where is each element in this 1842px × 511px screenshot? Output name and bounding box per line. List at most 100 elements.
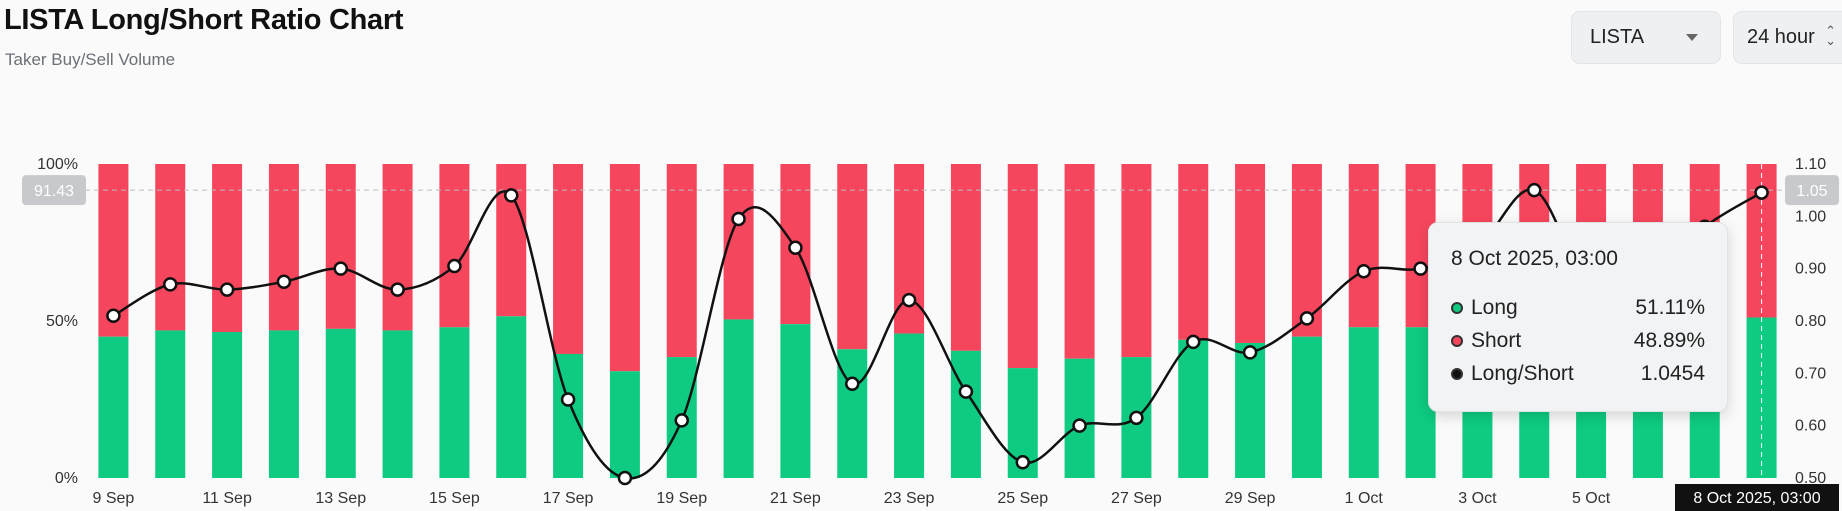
short-bar [325, 164, 356, 329]
long-bar [780, 324, 811, 478]
ratio-point [731, 211, 746, 227]
ratio-point [1413, 261, 1428, 276]
ratio-dot-icon [1451, 367, 1463, 380]
tooltip-row-ratio: Long/Short 1.0454 [1451, 357, 1705, 390]
tooltip-value: 51.11% [1635, 295, 1705, 319]
page-subtitle: Taker Buy/Sell Volume [5, 50, 176, 69]
period-select-value: 24 hour [1747, 26, 1815, 48]
tooltip-label: Short [1471, 328, 1522, 352]
crosshair-layer [85, 164, 1790, 478]
long-bar [950, 350, 981, 478]
short-bar [1007, 164, 1038, 369]
short-dot-icon [1451, 334, 1463, 347]
long-bar [1291, 336, 1322, 478]
long-bar [894, 333, 925, 478]
ratio-point [674, 413, 689, 428]
ratio-point [1527, 182, 1542, 198]
tooltip-value: 48.89% [1633, 328, 1705, 352]
axes-layer: 0% 50% 100% 0.50 0.60 0.70 0.80 0.90 1.00 1.10 9 S… [22, 156, 1839, 511]
x-tick-label: 5 Oct [1572, 490, 1611, 507]
chevron-down-icon [1686, 34, 1698, 41]
short-bar [1178, 164, 1209, 340]
tooltip-row-short: Short 48.89% [1451, 324, 1705, 357]
x-tick-label: 17 Sep [543, 490, 594, 507]
ratio-point [447, 258, 462, 274]
short-bar [496, 164, 527, 317]
tooltip-label: Long [1471, 295, 1518, 319]
short-bar [1235, 164, 1266, 343]
ratio-point [1072, 418, 1087, 433]
long-bar [325, 328, 356, 478]
data-tooltip: 8 Oct 2025, 03:00 Long 51.11% Short 48.8… [1428, 222, 1728, 412]
ratio-point [1186, 334, 1201, 350]
ratio-point [1129, 410, 1144, 426]
ratio-point [276, 274, 292, 289]
x-tick-label: 21 Sep [770, 490, 821, 507]
long-bar [553, 353, 584, 478]
ratio-point [560, 392, 576, 407]
short-bar [1064, 164, 1095, 359]
long-bar [439, 327, 470, 478]
ratio-point [1754, 185, 1769, 200]
ratio-point [504, 188, 519, 203]
long-bar [723, 319, 754, 478]
period-select[interactable]: 24 hour ⌃ ⌄ [1733, 11, 1842, 64]
short-bar [837, 164, 868, 350]
ratio-point [1356, 264, 1371, 279]
ratio-point [163, 277, 178, 292]
y-right-tick-label: 1.00 [1795, 208, 1826, 225]
x-tick-label: 29 Sep [1225, 490, 1276, 507]
short-bar [212, 164, 243, 332]
crosshair-x-value: 8 Oct 2025, 03:00 [1693, 490, 1820, 507]
symbol-select[interactable]: LISTA [1571, 11, 1721, 64]
crosshair-x-badge [1675, 484, 1839, 511]
short-bar [382, 164, 413, 331]
tooltip-label: Long/Short [1471, 361, 1574, 385]
long-bar [212, 331, 243, 478]
y-right-tick-label: 0.80 [1795, 313, 1826, 330]
ratio-point [219, 282, 235, 297]
short-bar [1121, 164, 1152, 358]
y-left-tick-label: 0% [55, 470, 78, 487]
ratio-point [106, 308, 121, 324]
short-bar [1291, 164, 1322, 337]
short-bar [666, 164, 697, 358]
ratio-point [333, 261, 348, 276]
crosshair-left-value: 91.43 [34, 183, 74, 200]
long-bar [1178, 339, 1209, 478]
short-bar [439, 164, 470, 328]
x-tick-label: 11 Sep [202, 490, 252, 507]
crosshair-right-value: 1.05 [1796, 183, 1827, 200]
ratio-point [1242, 345, 1258, 360]
ratio-point [617, 470, 633, 486]
short-bar [155, 164, 186, 331]
long-bar [1348, 327, 1379, 478]
long-bar [496, 316, 527, 478]
long-bar [98, 336, 129, 478]
ratio-point [845, 376, 860, 392]
x-tick-label: 19 Sep [656, 490, 707, 507]
x-tick-label: 1 Oct [1345, 490, 1384, 507]
y-right-tick-label: 1.10 [1795, 156, 1826, 173]
tooltip-value: 1.0454 [1640, 361, 1705, 385]
long-bar [1235, 342, 1266, 478]
crosshair-right-badge [1785, 175, 1839, 206]
y-left-tick-label: 100% [37, 156, 78, 173]
short-bar [268, 164, 299, 331]
up-down-arrows-icon: ⌃ ⌄ [1825, 23, 1836, 48]
y-right-tick-label: 0.60 [1795, 418, 1826, 435]
long-dot-icon [1451, 301, 1463, 314]
ratio-point [788, 240, 803, 255]
long-bar [382, 330, 413, 478]
ratio-point [390, 282, 405, 297]
ratio-point [958, 384, 974, 399]
tooltip-time: 8 Oct 2025, 03:00 [1451, 247, 1618, 270]
crosshair-left-badge [22, 175, 86, 206]
y-right-tick-label: 0.50 [1795, 470, 1826, 487]
short-bar [609, 164, 640, 372]
ratio-point [901, 292, 917, 308]
y-left-tick-label: 50% [46, 313, 78, 330]
x-tick-label: 15 Sep [429, 490, 480, 507]
x-tick-label: 9 Sep [93, 490, 135, 507]
short-bar [950, 164, 981, 351]
